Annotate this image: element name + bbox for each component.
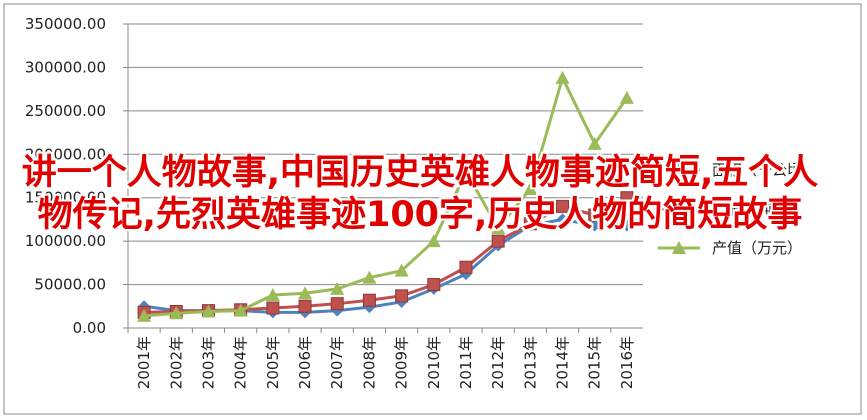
- point: [330, 281, 345, 295]
- point: [588, 208, 602, 222]
- x-tick-label: 2013年: [521, 336, 539, 389]
- overlay-title: 讲一个人物故事,中国历史英雄人物事迹简短,五个人物传记,先烈英雄事迹100字,历…: [21, 153, 819, 235]
- point: [620, 191, 634, 205]
- point: [556, 199, 570, 213]
- y-tick-label: 100000.00: [25, 232, 106, 250]
- point: [620, 219, 633, 232]
- point: [556, 213, 569, 226]
- x-tick-label: 2009年: [393, 336, 411, 389]
- point: [587, 136, 602, 150]
- point: [265, 287, 280, 301]
- y-tick-label: 250000.00: [25, 102, 106, 120]
- point: [330, 297, 344, 311]
- x-tick-label: 2002年: [167, 336, 185, 389]
- point: [619, 90, 634, 104]
- y-tick-label: 50000.00: [34, 276, 106, 294]
- x-tick-label: 2001年: [135, 336, 153, 389]
- point: [588, 219, 601, 232]
- point: [491, 221, 506, 235]
- point: [427, 278, 441, 292]
- x-tick-label: 2003年: [199, 336, 217, 389]
- point: [233, 303, 248, 317]
- y-tick-label: 150000.00: [25, 189, 106, 207]
- point: [523, 182, 538, 196]
- legend-marker: [673, 164, 685, 176]
- y-tick-label: 200000.00: [25, 145, 106, 163]
- x-tick-label: 2008年: [360, 336, 378, 389]
- point: [395, 289, 409, 303]
- y-tick-label: 350000.00: [25, 15, 106, 33]
- x-tick-label: 2016年: [618, 336, 636, 389]
- x-tick-label: 2007年: [328, 336, 346, 389]
- point: [137, 308, 152, 322]
- series-line: [143, 73, 629, 318]
- point: [169, 306, 184, 320]
- y-tick-label: 300000.00: [25, 58, 106, 76]
- point: [298, 299, 312, 313]
- point: [426, 234, 441, 248]
- legend-marker: [672, 241, 686, 254]
- x-tick-label: 2004年: [232, 336, 250, 389]
- x-tick-label: 2012年: [489, 336, 507, 389]
- point: [555, 70, 570, 84]
- point: [298, 286, 313, 300]
- point: [523, 217, 537, 231]
- legend-label: 产量（吨）: [712, 200, 787, 218]
- x-tick-label: 2006年: [296, 336, 314, 389]
- point: [458, 164, 473, 178]
- point: [459, 260, 473, 274]
- x-tick-label: 2005年: [264, 336, 282, 389]
- x-tick-label: 2011年: [457, 336, 475, 389]
- point: [362, 293, 376, 307]
- x-tick-label: 2015年: [586, 336, 604, 389]
- point: [266, 301, 280, 315]
- chart-border: [3, 3, 862, 415]
- point: [394, 263, 409, 277]
- legend-label: 面积（千公顷）: [712, 161, 817, 179]
- point: [201, 304, 216, 318]
- legend-marker: [672, 202, 686, 216]
- x-tick-label: 2014年: [554, 336, 572, 389]
- x-tick-label: 2010年: [425, 336, 443, 389]
- y-tick-label: 0.00: [73, 319, 106, 337]
- legend-label: 产值（万元）: [712, 239, 802, 257]
- point: [362, 270, 377, 284]
- point: [491, 234, 505, 248]
